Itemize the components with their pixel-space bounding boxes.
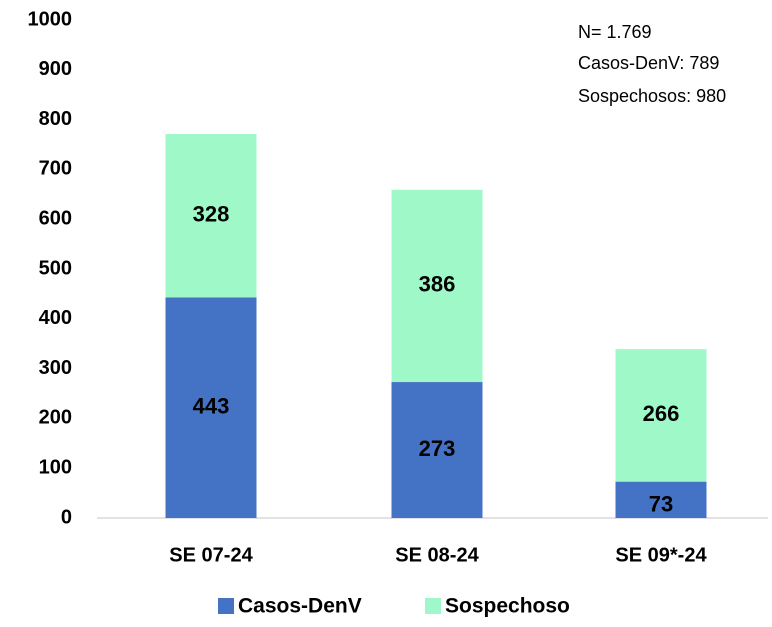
- legend-swatch: [425, 598, 441, 614]
- data-label: 73: [649, 492, 673, 517]
- data-label: 328: [193, 202, 230, 227]
- bar-segment: [615, 481, 707, 518]
- legend-label: Sospechoso: [445, 595, 570, 618]
- data-label: 273: [419, 436, 456, 461]
- x-tick-label: SE 08-24: [395, 544, 479, 566]
- y-tick-label: 800: [39, 108, 72, 130]
- data-label: 266: [643, 401, 680, 426]
- bar-segment: [165, 134, 257, 298]
- bar-segment: [391, 382, 483, 518]
- bar-segment: [615, 349, 707, 482]
- y-tick-label: 200: [39, 407, 72, 429]
- y-tick-label: 500: [39, 257, 72, 279]
- annotation: N= 1.769: [578, 22, 652, 42]
- legend-swatch: [218, 598, 234, 614]
- y-tick-label: 700: [39, 158, 72, 180]
- annotation: Sospechosos: 980: [578, 86, 726, 106]
- y-tick-label: 100: [39, 456, 72, 478]
- data-label: 386: [419, 272, 456, 297]
- annotation: Casos-DenV: 789: [578, 53, 719, 73]
- bar-segment: [165, 297, 257, 518]
- data-label: 443: [193, 394, 230, 419]
- y-tick-label: 1000: [28, 8, 73, 30]
- x-tick-label: SE 07-24: [169, 544, 253, 566]
- bar-segment: [391, 189, 483, 383]
- y-tick-label: 400: [39, 307, 72, 329]
- y-tick-label: 300: [39, 357, 72, 379]
- legend-label: Casos-DenV: [238, 595, 362, 618]
- y-tick-label: 600: [39, 207, 72, 229]
- x-tick-label: SE 09*-24: [615, 544, 707, 566]
- y-tick-label: 900: [39, 58, 72, 80]
- y-tick-label: 0: [61, 506, 72, 528]
